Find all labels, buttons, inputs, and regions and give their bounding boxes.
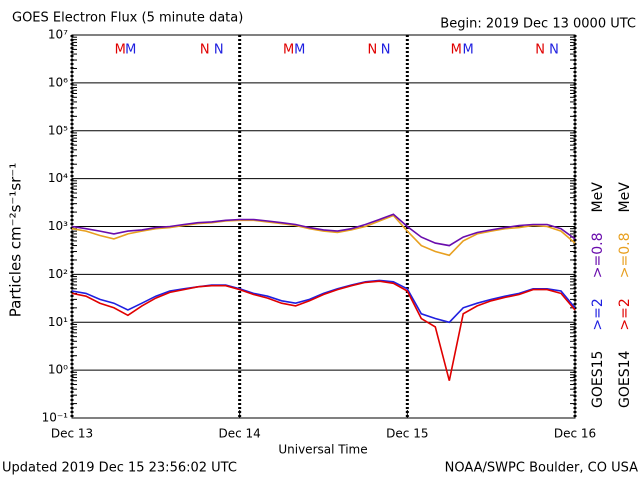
- legend-entry: >=2: [617, 298, 633, 330]
- legend-entry: >=0.8: [617, 232, 633, 278]
- marker-label: M: [115, 43, 126, 58]
- x-tick-label: Dec 16: [554, 427, 596, 441]
- chart-title: GOES Electron Flux (5 minute data): [12, 11, 243, 26]
- marker-label: N: [214, 43, 224, 58]
- marker-label: M: [451, 43, 462, 58]
- legend-group: GOES14: [617, 350, 633, 408]
- y-tick-label: 10⁷: [48, 28, 68, 42]
- series-line: [71, 279, 576, 324]
- chart-subtitle: Begin: 2019 Dec 13 0000 UTC: [440, 17, 636, 32]
- x-axis-label: Universal Time: [278, 443, 367, 457]
- y-tick-label: 10⁴: [48, 171, 68, 185]
- marker-label: N: [535, 43, 545, 58]
- y-tick-label: 10³: [48, 219, 68, 233]
- marker-label: M: [463, 43, 474, 58]
- legend-entry: >=2: [590, 298, 606, 330]
- x-tick-label: Dec 13: [51, 427, 93, 441]
- marker-label: N: [368, 43, 378, 58]
- marker-label: M: [294, 43, 305, 58]
- y-tick-label: 10²: [48, 267, 68, 281]
- series-line: [71, 213, 576, 247]
- legend-unit: MeV: [617, 182, 633, 213]
- y-tick-label: 10⁰: [48, 363, 68, 377]
- footer-right: NOAA/SWPC Boulder, CO USA: [445, 461, 638, 476]
- legend-group: GOES15: [590, 351, 606, 408]
- y-tick-label: 10¹: [48, 315, 68, 329]
- x-tick-label: Dec 14: [219, 427, 261, 441]
- x-tick-label: Dec 15: [386, 427, 428, 441]
- series-line: [71, 280, 576, 381]
- y-tick-label: 10⁻¹: [42, 411, 69, 425]
- series-line: [71, 214, 576, 257]
- y-tick-label: 10⁵: [48, 123, 68, 137]
- y-tick-label: 10⁶: [48, 75, 68, 89]
- legend-unit: MeV: [590, 182, 606, 213]
- marker-label: N: [381, 43, 391, 58]
- legend-entry: >=0.8: [590, 232, 606, 278]
- marker-label: N: [549, 43, 559, 58]
- footer-left: Updated 2019 Dec 15 23:56:02 UTC: [2, 461, 237, 476]
- marker-label: M: [283, 43, 294, 58]
- y-axis-label: Particles cm⁻²s⁻¹sr⁻¹: [7, 163, 25, 317]
- marker-label: N: [200, 43, 210, 58]
- marker-label: M: [125, 43, 136, 58]
